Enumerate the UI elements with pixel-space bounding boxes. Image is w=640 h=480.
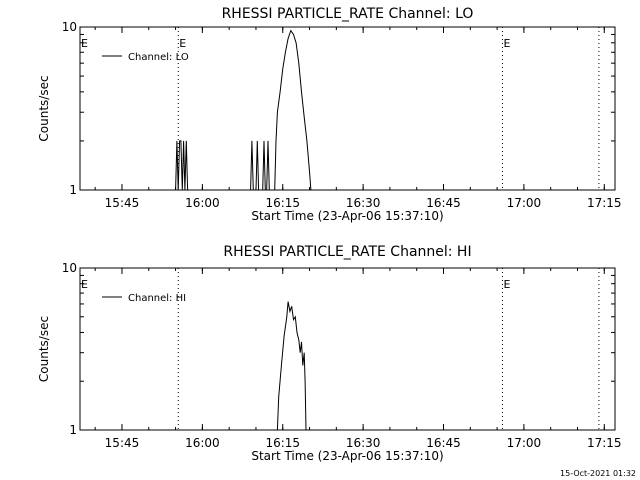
panel-hi: RHESSI PARTICLE_RATE Channel: HI 15:45 16:… [37,244,622,463]
y-axis-label: Counts/sec [37,316,51,382]
x-tick-label: 17:15 [587,196,622,210]
x-tick-label: 15:45 [105,196,140,210]
legend-entry: Channel: LO [128,52,189,63]
timestamp-label: 15-Oct-2021 01:32 [560,469,636,478]
x-tick-label: 17:00 [507,436,542,450]
legend-entry: Channel: HI [128,293,186,304]
x-tick-label: 15:45 [105,436,140,450]
x-tick-label: 16:30 [346,196,381,210]
y-tick-label: 10 [62,20,77,34]
x-axis-label: Start Time (23-Apr-06 15:37:10) [251,449,443,463]
chart-title: RHESSI PARTICLE_RATE Channel: HI [223,244,471,260]
series-line [276,301,307,431]
x-tick-label: 16:00 [185,436,220,450]
event-marker-label: E [179,37,186,50]
edge-marker-label: E [81,37,88,50]
x-tick-label: 16:15 [265,196,300,210]
plot-frame [79,26,616,191]
y-axis-label: Counts/sec [37,75,51,141]
x-tick-label: 16:30 [346,436,381,450]
x-tick-label: 16:15 [265,436,300,450]
edge-marker-label: E [81,278,88,291]
event-marker-label: E [503,37,510,50]
plot-frame [79,267,616,431]
x-axis-label: Start Time (23-Apr-06 15:37:10) [251,209,443,223]
x-tick-label: 17:15 [587,436,622,450]
x-tick-label: 16:45 [426,196,461,210]
panel-lo: RHESSI PARTICLE_RATE Channel: LO 15:45 16:… [37,6,622,223]
y-tick-label: 1 [69,423,77,437]
x-tick-label: 16:45 [426,436,461,450]
x-tick-label: 17:00 [507,196,542,210]
y-tick-label: 1 [69,183,77,197]
chart-title: RHESSI PARTICLE_RATE Channel: LO [222,6,474,22]
series-line [175,29,312,191]
x-tick-label: 16:00 [185,196,220,210]
event-marker-label: E [503,278,510,291]
y-tick-label: 10 [62,261,77,275]
